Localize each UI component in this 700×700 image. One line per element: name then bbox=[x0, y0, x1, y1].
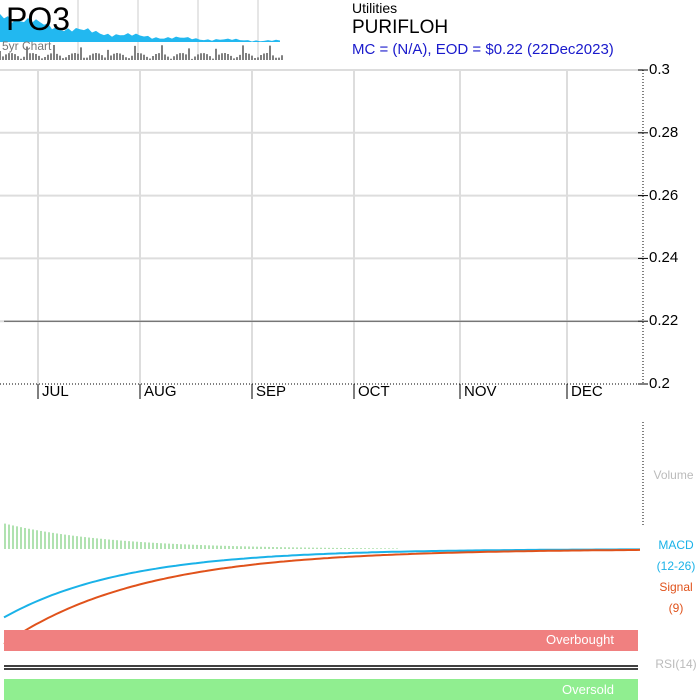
month-label: JUL bbox=[42, 383, 69, 400]
oversold-label: Oversold bbox=[562, 682, 615, 697]
month-ticks bbox=[37, 384, 568, 399]
market-summary: MC = (N/A), EOD = $0.22 (22Dec2023) bbox=[352, 41, 614, 58]
macd-histogram bbox=[4, 523, 398, 549]
mini-area bbox=[0, 14, 280, 42]
ticker-symbol: PO3 bbox=[6, 1, 71, 37]
month-label: DEC bbox=[571, 383, 603, 400]
sector-label: Utilities bbox=[352, 0, 398, 16]
price-y-ticks bbox=[638, 69, 648, 385]
overbought-label: Overbought bbox=[546, 632, 614, 647]
overbought-band bbox=[4, 630, 638, 651]
signal-label: Signal bbox=[659, 580, 693, 594]
company-name: PURIFLOH bbox=[352, 17, 449, 38]
signal-line bbox=[3, 548, 641, 645]
price-tick-label: 0.26 bbox=[649, 186, 679, 204]
oversold-band bbox=[4, 679, 638, 700]
price-tick-label: 0.28 bbox=[649, 123, 679, 141]
price-tick-label: 0.22 bbox=[649, 312, 679, 330]
macd-label: MACD bbox=[658, 538, 694, 552]
signal-params: (9) bbox=[668, 601, 684, 615]
macd-params: (12-26) bbox=[656, 559, 696, 573]
price-tick-label: 0.2 bbox=[649, 375, 670, 392]
volume-label: Volume bbox=[653, 468, 694, 482]
month-label: OCT bbox=[358, 383, 390, 400]
mini-5yr-chart[interactable] bbox=[0, 0, 283, 60]
month-label: NOV bbox=[464, 383, 497, 400]
macd-line bbox=[3, 548, 640, 619]
month-label: SEP bbox=[256, 383, 287, 400]
mini-chart-label: 5yr Chart bbox=[2, 39, 52, 53]
price-tick-label: 0.24 bbox=[649, 249, 679, 267]
month-label: AUG bbox=[144, 383, 177, 400]
price-tick-label: 0.3 bbox=[649, 61, 670, 78]
price-grid bbox=[0, 69, 643, 384]
rsi-label: RSI(14) bbox=[655, 657, 697, 671]
